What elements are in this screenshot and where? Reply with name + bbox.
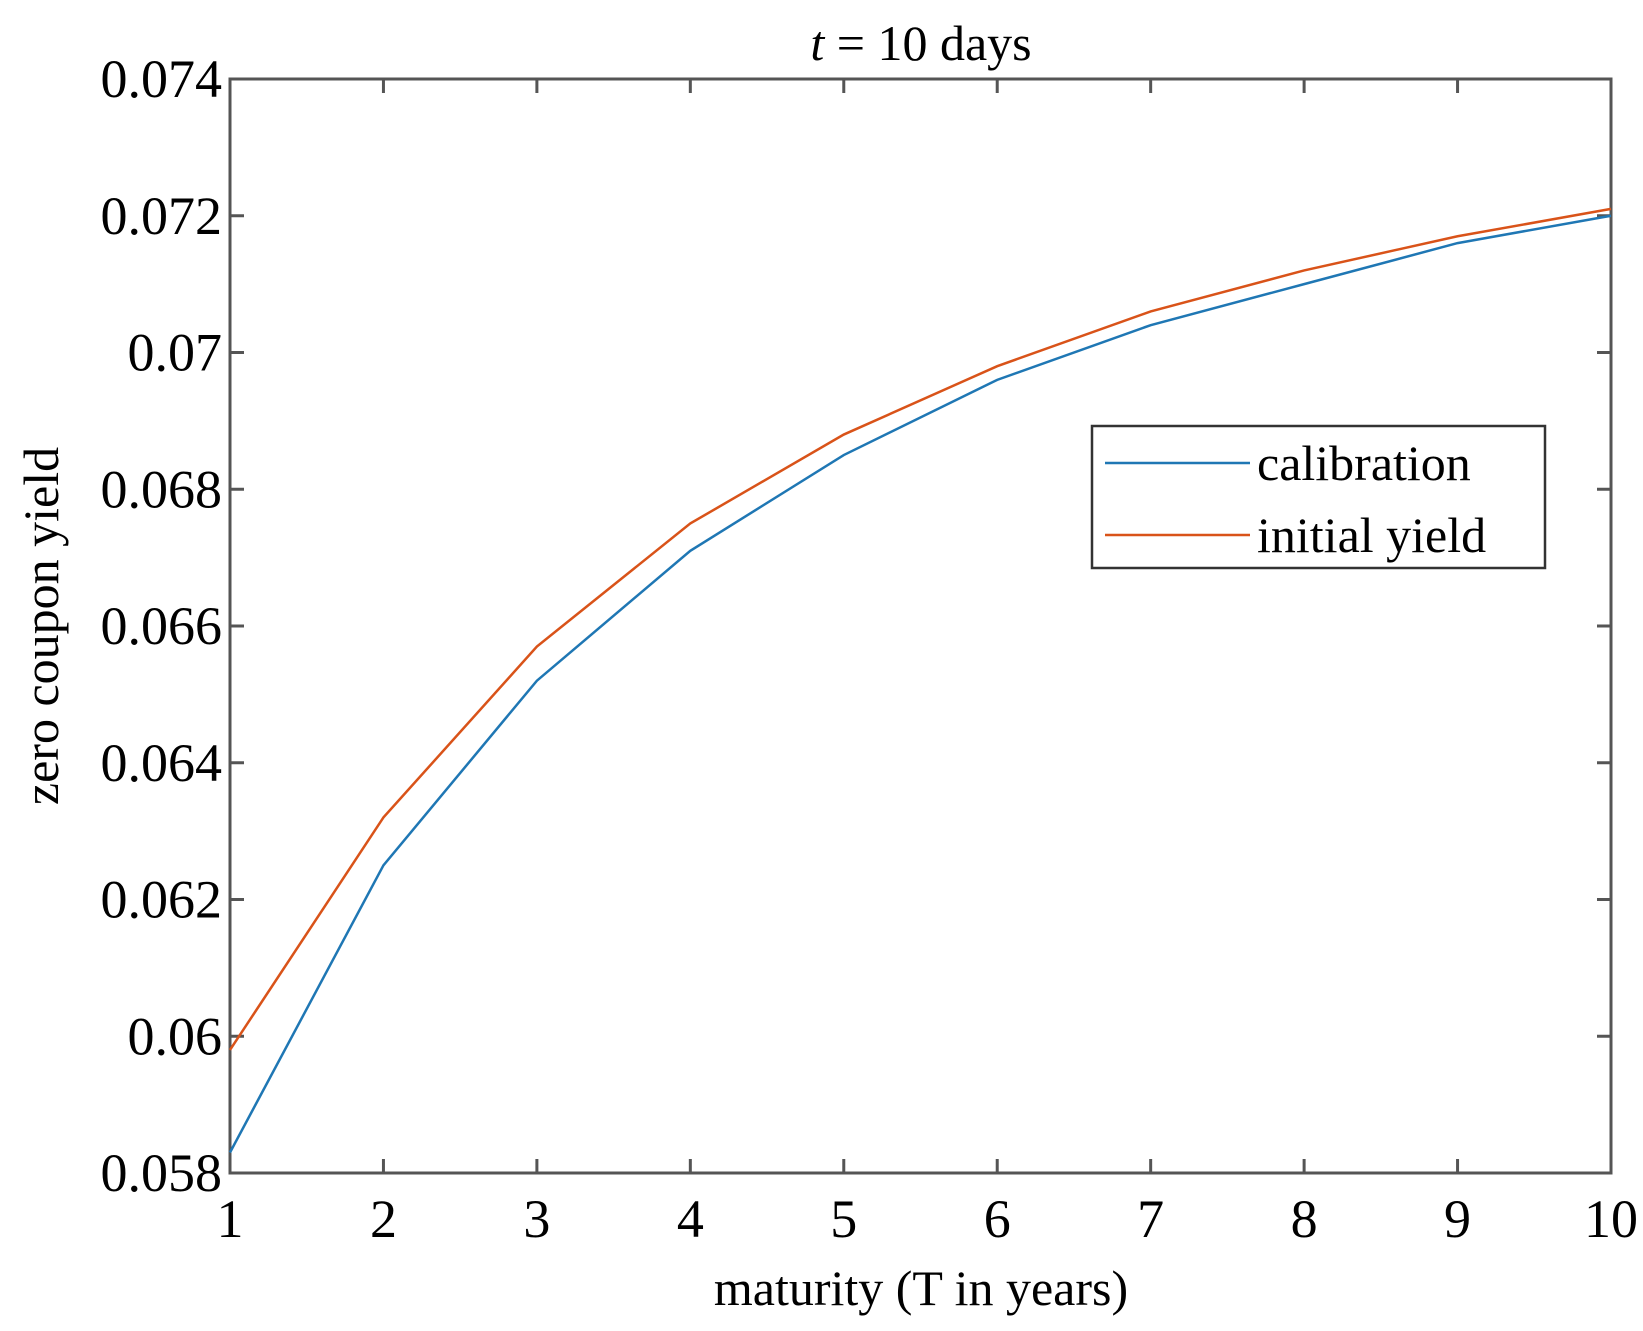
series-line-calibration xyxy=(228,214,1612,1154)
y-tick-label: 0.06 xyxy=(128,1006,223,1066)
y-tick-label: 0.068 xyxy=(101,459,223,519)
legend-box xyxy=(1090,424,1547,570)
legend-label: calibration xyxy=(1257,435,1471,491)
series-line-initial-yield xyxy=(228,207,1612,1051)
chart-title: t = 10 days xyxy=(810,15,1031,71)
plot-frame xyxy=(228,77,1613,1175)
y-tick-label: 0.072 xyxy=(101,186,223,246)
x-tick-label: 9 xyxy=(1444,1189,1471,1249)
y-tick-label: 0.062 xyxy=(101,870,223,930)
x-tick-label: 10 xyxy=(1584,1189,1638,1249)
x-tick-label: 2 xyxy=(370,1189,397,1249)
x-tick-label: 1 xyxy=(217,1189,244,1249)
y-tick-label: 0.064 xyxy=(101,733,223,793)
y-tick-label: 0.066 xyxy=(101,596,223,656)
x-tick-label: 5 xyxy=(830,1189,857,1249)
title-variable: t xyxy=(810,15,825,71)
y-tick-label: 0.058 xyxy=(101,1143,223,1203)
title-text: = 10 days xyxy=(824,15,1031,71)
x-tick-label: 8 xyxy=(1291,1189,1318,1249)
y-tick-label: 0.07 xyxy=(128,323,223,383)
legend: calibration initial yield xyxy=(1090,424,1547,570)
y-axis-label: zero coupon yield xyxy=(13,447,69,805)
legend-label: initial yield xyxy=(1257,507,1486,563)
x-tick-label: 3 xyxy=(523,1189,550,1249)
x-tick-label: 6 xyxy=(984,1189,1011,1249)
x-tick-label: 7 xyxy=(1137,1189,1164,1249)
x-tick-label: 4 xyxy=(677,1189,704,1249)
x-axis-label: maturity (T in years) xyxy=(714,1260,1128,1316)
y-tick-label: 0.074 xyxy=(101,49,223,109)
